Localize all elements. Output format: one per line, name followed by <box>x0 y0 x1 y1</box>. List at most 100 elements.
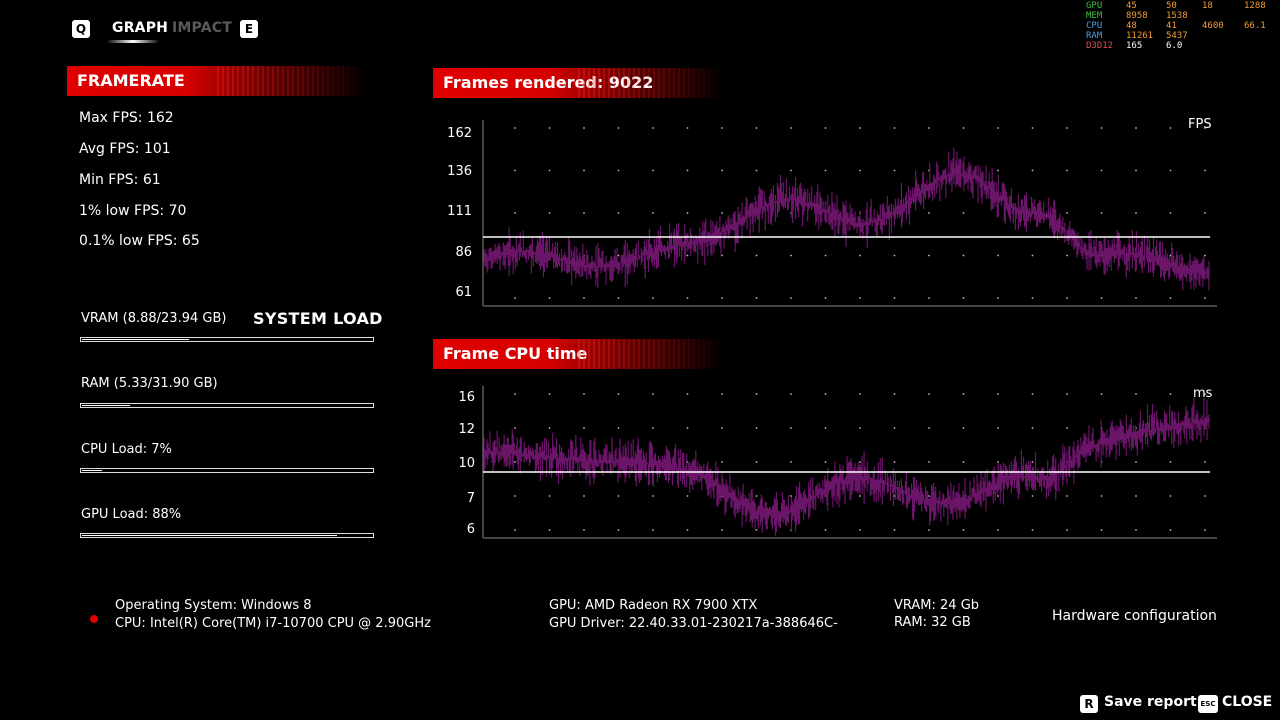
fps-tick-label: 162 <box>447 126 472 141</box>
grid-dot <box>824 529 827 531</box>
grid-dot <box>755 169 758 172</box>
grid-dot <box>1031 461 1034 463</box>
grid-dot <box>824 393 827 395</box>
grid-dot <box>721 212 723 214</box>
grid-dot <box>583 495 585 497</box>
grid-dot <box>1204 461 1206 463</box>
grid-dot <box>617 427 620 429</box>
grid-dot <box>1066 127 1068 129</box>
max-fps-stat: Max FPS: 162 <box>79 110 174 126</box>
grid-dot <box>1135 127 1137 129</box>
grid-dot <box>824 461 827 463</box>
cpu-tick-label: 6 <box>466 522 475 537</box>
save-report-button[interactable]: Save report <box>1104 694 1197 710</box>
grid-dot <box>962 393 965 395</box>
grid-dot <box>790 297 792 299</box>
fps-chart-banner: Frames rendered: 9022 <box>433 68 723 98</box>
grid-dot <box>721 461 723 463</box>
tab-impact[interactable]: IMPACT <box>172 20 232 36</box>
grid-dot <box>1066 495 1068 497</box>
grid-dot <box>755 461 758 463</box>
grid-dot <box>1066 212 1068 214</box>
grid-dot <box>1169 393 1172 395</box>
gpu-info: GPU: AMD Radeon RX 7900 XTX <box>549 598 758 613</box>
grid-dot <box>686 529 689 531</box>
fps-chart-title: Frames rendered: 9022 <box>443 73 654 92</box>
cpu-load-label: CPU Load: 7% <box>81 442 172 457</box>
grid-dot <box>1169 495 1172 497</box>
grid-dot <box>617 297 620 299</box>
cpu-graph <box>482 386 1217 539</box>
grid-dot <box>686 254 689 257</box>
grid-dot <box>893 427 896 429</box>
overlay-value: 1288 <box>1244 1 1266 11</box>
grid-dot <box>1031 254 1034 257</box>
q-key-button[interactable]: Q <box>72 20 90 38</box>
grid-dot <box>514 297 516 299</box>
grid-dot <box>1135 169 1137 172</box>
grid-dot <box>893 254 896 257</box>
cpu-tick-label: 16 <box>458 390 475 405</box>
grid-dot <box>1100 212 1103 214</box>
grid-dot <box>790 254 792 257</box>
grid-dot <box>583 169 585 172</box>
low01-fps-stat: 0.1% low FPS: 65 <box>79 233 200 249</box>
grid-dot <box>686 427 689 429</box>
grid-dot <box>1204 297 1206 299</box>
ram-load-bar <box>80 403 374 408</box>
grid-dot <box>514 169 516 172</box>
grid-dot <box>928 254 930 257</box>
grid-dot <box>790 461 792 463</box>
status-dot <box>90 615 98 623</box>
close-button[interactable]: CLOSE <box>1222 694 1273 710</box>
fps-tick-label: 86 <box>455 245 472 260</box>
grid-dot <box>755 127 758 129</box>
grid-dot <box>1169 297 1172 299</box>
gpu-load-bar <box>80 533 374 538</box>
performance-overlay: GPU 45 50 18 1288 MEM 8958 1538 CPU 48 41 4600 66.1 R… <box>1086 1 1278 53</box>
framerate-banner: FRAMERATE <box>67 66 367 96</box>
grid-dot <box>997 169 999 172</box>
grid-dot <box>1169 461 1172 463</box>
overlay-value: 11261 <box>1126 31 1154 41</box>
grid-dot <box>962 127 965 129</box>
grid-dot <box>721 393 723 395</box>
grid-dot <box>997 529 999 531</box>
tab-graph-underline <box>108 40 158 43</box>
hardware-config-title: Hardware configuration <box>1052 608 1217 624</box>
low1-fps-stat: 1% low FPS: 70 <box>79 203 187 219</box>
e-key-button[interactable]: E <box>240 20 258 38</box>
grid-dot <box>928 529 930 531</box>
grid-dot <box>928 495 930 497</box>
grid-dot <box>962 254 965 257</box>
grid-dot <box>824 427 827 429</box>
grid-dot <box>1100 127 1103 129</box>
grid-dot <box>548 495 551 497</box>
grid-dot <box>514 212 516 214</box>
grid-dot <box>583 427 585 429</box>
grid-dot <box>893 461 896 463</box>
grid-dot <box>721 169 723 172</box>
grid-dot <box>1100 393 1103 395</box>
grid-dot <box>583 393 585 395</box>
grid-dot <box>928 461 930 463</box>
gpu-load-label: GPU Load: 88% <box>81 507 182 522</box>
fps-tick-label: 111 <box>447 204 472 219</box>
tab-graph[interactable]: GRAPH <box>112 20 169 36</box>
grid-dot <box>997 427 999 429</box>
grid-dot <box>1066 254 1068 257</box>
frame-series <box>483 147 1210 291</box>
grid-dot <box>962 212 965 214</box>
grid-dot <box>859 529 861 531</box>
grid-dot <box>859 461 861 463</box>
grid-dot <box>859 393 861 395</box>
grid-dot <box>1135 495 1137 497</box>
grid-dot <box>583 297 585 299</box>
grid-dot <box>755 495 758 497</box>
grid-dot <box>1169 212 1172 214</box>
overlay-value: 41 <box>1166 21 1177 31</box>
grid-dot <box>686 393 689 395</box>
overlay-value: 5437 <box>1166 31 1188 41</box>
grid-dot <box>548 529 551 531</box>
grid-dot <box>721 127 723 129</box>
